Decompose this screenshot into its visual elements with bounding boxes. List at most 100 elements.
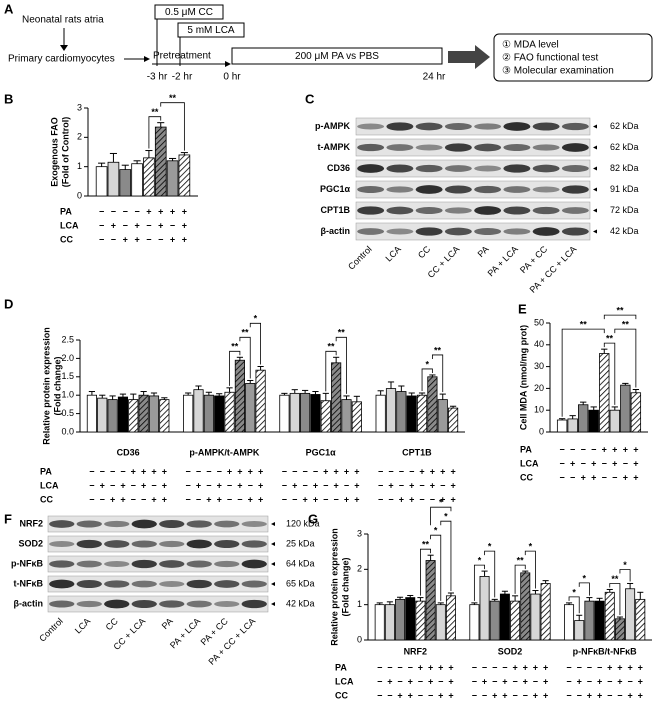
- bar: [405, 597, 416, 641]
- blot-band: [503, 164, 531, 173]
- blot-band: [532, 122, 560, 131]
- group-label: p-AMPK/t-AMPK: [189, 447, 259, 457]
- blot-band: [503, 186, 531, 193]
- y-tick-label: 1.0: [61, 390, 74, 400]
- sig-bracket: [431, 354, 444, 393]
- treatment-sign: −: [196, 466, 201, 476]
- bar: [489, 600, 500, 641]
- treatment-name: PA: [335, 662, 347, 672]
- bar: [245, 383, 256, 433]
- treatment-sign: −: [419, 494, 424, 504]
- blot-band: [357, 164, 385, 173]
- sig-bracket: [561, 328, 605, 417]
- sig-label: *: [439, 498, 443, 508]
- treatment-sign: +: [512, 662, 517, 672]
- treatment-sign: +: [302, 494, 307, 504]
- treatment-sign: +: [408, 690, 413, 700]
- treatment-name: LCA: [520, 458, 539, 468]
- treatment-sign: −: [186, 494, 191, 504]
- blot-band: [561, 185, 589, 194]
- diagram: Neonatal rats atria Primary cardiomyocyt…: [8, 4, 653, 83]
- bar: [594, 600, 605, 641]
- y-tick-label: 1.5: [61, 371, 74, 381]
- treatment-sign: −: [559, 444, 564, 454]
- treatment-sign: −: [378, 480, 383, 490]
- kda-marker: [593, 187, 597, 192]
- treatment-sign: −: [100, 466, 105, 476]
- treatment-sign: −: [237, 494, 242, 504]
- treatment-sign: −: [607, 690, 612, 700]
- sig-label: **: [606, 334, 614, 344]
- blot-row-label: p-AMPK: [315, 121, 350, 131]
- treatment-sign: +: [158, 220, 163, 230]
- blot-row-label: CPT1B: [320, 205, 350, 215]
- panel-label: G: [308, 511, 318, 526]
- lane-label: PA: [476, 244, 491, 259]
- blot-band: [503, 228, 531, 235]
- kda-marker: [271, 522, 275, 526]
- sig-label: *: [478, 555, 482, 565]
- treatment-sign: +: [196, 480, 201, 490]
- treatment-sign: −: [397, 662, 402, 672]
- bar: [341, 399, 352, 433]
- blot-band: [214, 520, 240, 528]
- bar: [584, 600, 595, 641]
- kda-marker: [271, 602, 275, 606]
- blot-strip: [47, 595, 269, 613]
- treatment-box: [231, 47, 443, 65]
- blot-band: [561, 207, 589, 214]
- treatment-sign: −: [282, 466, 287, 476]
- treatment-sign: +: [170, 206, 175, 216]
- treatment-sign: −: [323, 494, 328, 504]
- bar: [395, 598, 406, 641]
- treatment-sign: +: [141, 466, 146, 476]
- sig-bracket: [524, 550, 536, 589]
- treatment-sign: +: [111, 220, 116, 230]
- time-label: -3 hr: [147, 72, 168, 83]
- blot-band: [186, 600, 212, 608]
- treatment-sign: +: [100, 480, 105, 490]
- blot-band: [159, 520, 185, 528]
- bar: [578, 404, 589, 433]
- treatment-sign: −: [602, 458, 607, 468]
- treatment-sign: −: [151, 480, 156, 490]
- treatment-sign: +: [617, 662, 622, 672]
- bar: [556, 419, 568, 433]
- blot-band: [357, 228, 385, 235]
- treatment-sign: +: [612, 444, 617, 454]
- blot-kda: 65 kDa: [286, 578, 315, 588]
- blot-row-label: t-NFκB: [13, 578, 43, 588]
- blot-band: [49, 541, 75, 547]
- sig-bracket: [568, 596, 580, 614]
- treatment-sign: −: [387, 662, 392, 672]
- treatment-sign: +: [408, 676, 413, 686]
- sig-label: **: [242, 328, 250, 338]
- treatment-sign: +: [617, 676, 622, 686]
- treatment-sign: +: [428, 676, 433, 686]
- treatment-sign: −: [344, 480, 349, 490]
- bar: [300, 392, 311, 433]
- blot-band: [532, 186, 560, 193]
- blot-band: [131, 519, 157, 529]
- bar: [564, 604, 575, 641]
- blot-band: [503, 144, 531, 151]
- treatment-sign: +: [182, 206, 187, 216]
- blot-band: [357, 206, 385, 215]
- treatment-sign: +: [533, 662, 538, 672]
- treatment-sign: +: [399, 494, 404, 504]
- treatment-sign: −: [440, 480, 445, 490]
- blot-strip: [47, 515, 269, 533]
- sig-bracket: [335, 336, 347, 394]
- sig-label: **: [338, 328, 346, 338]
- treatment-name: PA: [40, 466, 52, 476]
- treatment-sign: +: [623, 472, 628, 482]
- panel-label: D: [4, 296, 13, 311]
- blot-band: [241, 599, 267, 609]
- blot-band: [561, 165, 589, 172]
- treatment-sign: −: [492, 662, 497, 672]
- treatment-sign: +: [354, 466, 359, 476]
- blot-band: [532, 144, 560, 151]
- blot-kda: 120 kDa: [286, 518, 320, 528]
- y-axis-label: (Fold of Control): [60, 117, 70, 187]
- blot-band: [503, 122, 531, 131]
